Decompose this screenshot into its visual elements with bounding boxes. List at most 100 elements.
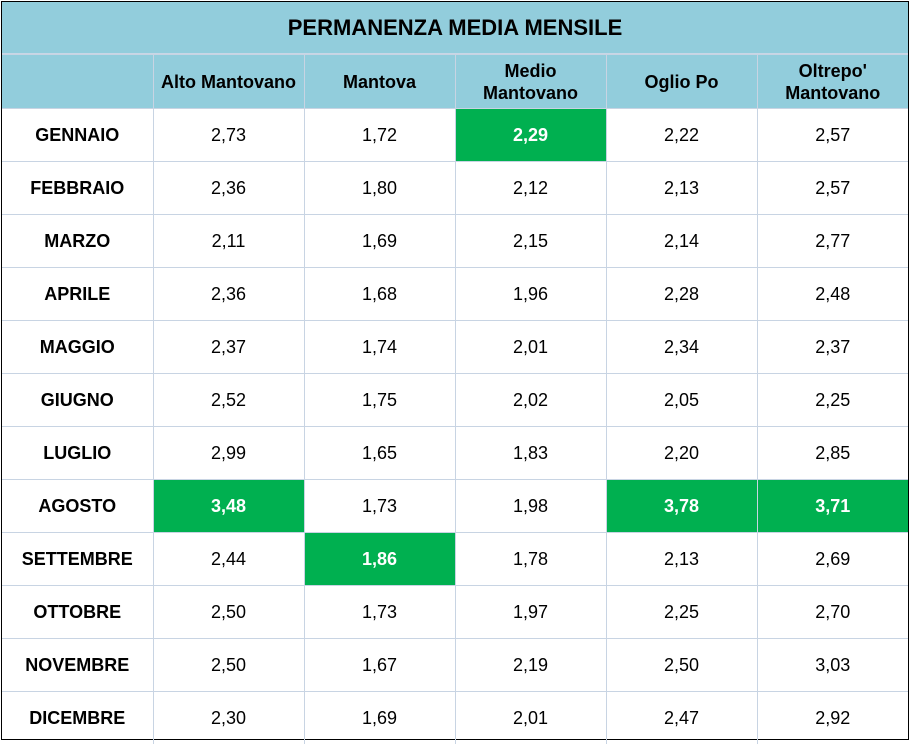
- value-cell[interactable]: 1,98: [455, 480, 606, 533]
- month-cell[interactable]: FEBBRAIO: [2, 162, 153, 215]
- header-cell[interactable]: Oglio Po: [606, 55, 757, 109]
- month-cell[interactable]: AGOSTO: [2, 480, 153, 533]
- value-cell[interactable]: 2,05: [606, 374, 757, 427]
- value-cell[interactable]: 1,67: [304, 639, 455, 692]
- value-cell[interactable]: 2,37: [153, 321, 304, 374]
- value-cell[interactable]: 2,57: [757, 109, 908, 162]
- value-cell[interactable]: 1,75: [304, 374, 455, 427]
- header-cell[interactable]: Mantova: [304, 55, 455, 109]
- value-cell-highlighted[interactable]: 2,29: [455, 109, 606, 162]
- month-cell[interactable]: MAGGIO: [2, 321, 153, 374]
- value-cell[interactable]: 2,02: [455, 374, 606, 427]
- value-cell[interactable]: 1,69: [304, 215, 455, 268]
- value-cell[interactable]: 2,20: [606, 427, 757, 480]
- value-cell[interactable]: 1,69: [304, 692, 455, 744]
- value-cell[interactable]: 1,74: [304, 321, 455, 374]
- value-cell-highlighted[interactable]: 3,78: [606, 480, 757, 533]
- value-cell[interactable]: 2,50: [153, 586, 304, 639]
- value-cell[interactable]: 2,47: [606, 692, 757, 744]
- value-cell[interactable]: 1,96: [455, 268, 606, 321]
- value-cell[interactable]: 2,50: [153, 639, 304, 692]
- value-cell[interactable]: 2,34: [606, 321, 757, 374]
- header-label-line1: Oglio Po: [645, 72, 719, 92]
- value-cell[interactable]: 2,50: [606, 639, 757, 692]
- value-cell[interactable]: 1,73: [304, 586, 455, 639]
- value-cell[interactable]: 2,13: [606, 533, 757, 586]
- value-cell[interactable]: 3,03: [757, 639, 908, 692]
- value-cell[interactable]: 1,80: [304, 162, 455, 215]
- header-label-line1: Mantova: [343, 72, 416, 92]
- value-cell[interactable]: 2,85: [757, 427, 908, 480]
- value-cell[interactable]: 2,14: [606, 215, 757, 268]
- value-cell[interactable]: 1,78: [455, 533, 606, 586]
- value-cell[interactable]: 2,37: [757, 321, 908, 374]
- value-cell[interactable]: 2,25: [757, 374, 908, 427]
- header-cell-empty[interactable]: [2, 55, 153, 109]
- value-cell[interactable]: 2,99: [153, 427, 304, 480]
- header-label-line2: Mantovano: [483, 83, 578, 103]
- value-cell[interactable]: 2,52: [153, 374, 304, 427]
- header-label-line1: Medio: [505, 61, 557, 81]
- value-cell[interactable]: 2,15: [455, 215, 606, 268]
- value-cell[interactable]: 2,01: [455, 692, 606, 744]
- value-cell[interactable]: 2,57: [757, 162, 908, 215]
- value-cell[interactable]: 2,77: [757, 215, 908, 268]
- month-cell[interactable]: GENNAIO: [2, 109, 153, 162]
- value-cell[interactable]: 2,25: [606, 586, 757, 639]
- value-cell[interactable]: 1,97: [455, 586, 606, 639]
- month-cell[interactable]: MARZO: [2, 215, 153, 268]
- value-cell-highlighted[interactable]: 3,71: [757, 480, 908, 533]
- value-cell[interactable]: 2,70: [757, 586, 908, 639]
- month-cell[interactable]: NOVEMBRE: [2, 639, 153, 692]
- value-cell[interactable]: 2,36: [153, 268, 304, 321]
- value-cell[interactable]: 2,13: [606, 162, 757, 215]
- value-cell[interactable]: 2,22: [606, 109, 757, 162]
- value-cell-highlighted[interactable]: 3,48: [153, 480, 304, 533]
- value-cell[interactable]: 2,69: [757, 533, 908, 586]
- month-cell[interactable]: APRILE: [2, 268, 153, 321]
- value-cell[interactable]: 2,92: [757, 692, 908, 744]
- header-label-line1: Oltrepo': [799, 61, 867, 81]
- value-cell[interactable]: 2,19: [455, 639, 606, 692]
- value-cell[interactable]: 2,48: [757, 268, 908, 321]
- header-label-line1: Alto Mantovano: [161, 72, 296, 92]
- table-title[interactable]: PERMANENZA MEDIA MENSILE: [2, 2, 908, 54]
- value-cell[interactable]: 1,65: [304, 427, 455, 480]
- value-cell[interactable]: 2,01: [455, 321, 606, 374]
- header-label-line2: Mantovano: [785, 83, 880, 103]
- value-cell[interactable]: 2,30: [153, 692, 304, 744]
- month-cell[interactable]: SETTEMBRE: [2, 533, 153, 586]
- header-cell[interactable]: Oltrepo'Mantovano: [757, 55, 908, 109]
- month-cell[interactable]: LUGLIO: [2, 427, 153, 480]
- header-cell[interactable]: Alto Mantovano: [153, 55, 304, 109]
- month-cell[interactable]: GIUGNO: [2, 374, 153, 427]
- value-cell[interactable]: 2,12: [455, 162, 606, 215]
- value-cell[interactable]: 2,28: [606, 268, 757, 321]
- value-cell[interactable]: 1,83: [455, 427, 606, 480]
- value-cell[interactable]: 2,44: [153, 533, 304, 586]
- month-cell[interactable]: OTTOBRE: [2, 586, 153, 639]
- value-cell[interactable]: 1,72: [304, 109, 455, 162]
- value-cell[interactable]: 1,73: [304, 480, 455, 533]
- value-cell[interactable]: 1,68: [304, 268, 455, 321]
- value-cell[interactable]: 2,73: [153, 109, 304, 162]
- value-cell[interactable]: 2,36: [153, 162, 304, 215]
- value-cell[interactable]: 2,11: [153, 215, 304, 268]
- month-cell[interactable]: DICEMBRE: [2, 692, 153, 744]
- value-cell-highlighted[interactable]: 1,86: [304, 533, 455, 586]
